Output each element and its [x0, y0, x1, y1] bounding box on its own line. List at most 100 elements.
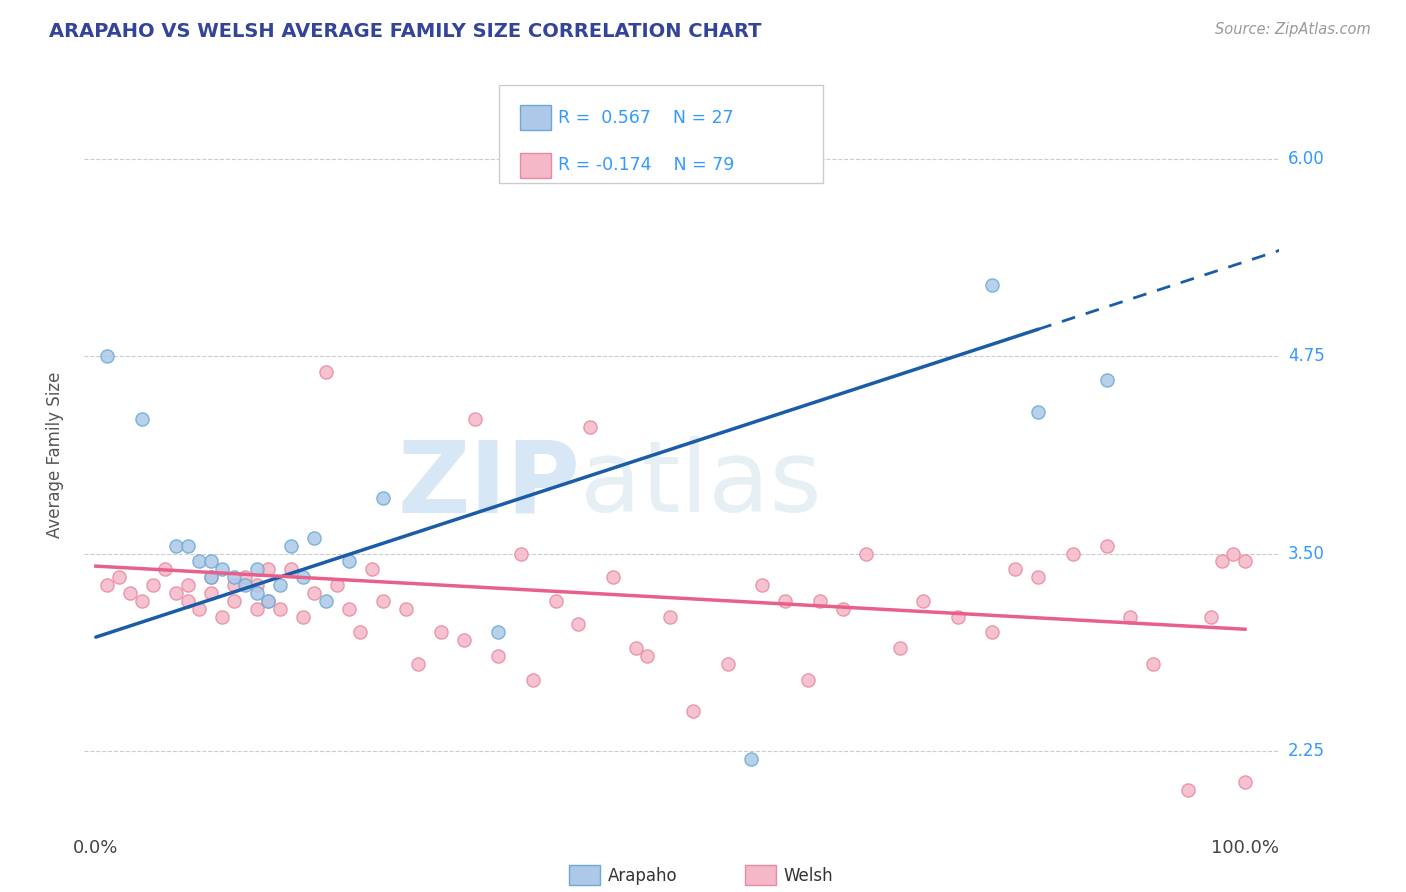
Point [1177, 783, 1199, 797]
Point [177, 539, 200, 553]
Point [912, 594, 935, 608]
Point [211, 609, 233, 624]
Point [1095, 539, 1118, 553]
Point [165, 539, 187, 553]
Point [510, 547, 533, 561]
Point [131, 594, 153, 608]
Point [257, 594, 280, 608]
Point [233, 578, 256, 592]
Point [188, 601, 211, 615]
Point [108, 570, 131, 584]
Point [315, 594, 337, 608]
Text: 4.75: 4.75 [1288, 347, 1324, 366]
Point [429, 625, 451, 640]
Point [889, 641, 911, 656]
Point [302, 531, 325, 545]
Point [246, 586, 269, 600]
Point [395, 601, 418, 615]
Point [246, 578, 269, 592]
Point [96, 349, 118, 363]
Point [200, 554, 222, 568]
Point [373, 594, 395, 608]
Point [453, 633, 475, 648]
Text: ZIP: ZIP [398, 436, 581, 533]
Point [1222, 547, 1244, 561]
Point [522, 673, 544, 687]
Point [797, 673, 820, 687]
Point [291, 609, 314, 624]
Point [1026, 404, 1049, 418]
Text: 6.00: 6.00 [1288, 150, 1324, 169]
Text: 2.25: 2.25 [1288, 741, 1324, 760]
Point [1004, 562, 1026, 576]
Point [131, 412, 153, 426]
Point [280, 539, 302, 553]
Point [222, 570, 245, 584]
Point [406, 657, 429, 671]
Point [96, 578, 118, 592]
Point [315, 365, 337, 379]
Point [659, 609, 682, 624]
Point [291, 570, 314, 584]
Point [946, 609, 969, 624]
Point [1233, 554, 1256, 568]
Point [177, 594, 200, 608]
Point [349, 625, 371, 640]
Point [280, 562, 302, 576]
Point [717, 657, 740, 671]
Point [682, 704, 704, 718]
Point [1095, 373, 1118, 387]
Point [257, 562, 280, 576]
Point [302, 586, 325, 600]
Y-axis label: Average Family Size: Average Family Size [45, 372, 63, 538]
Point [567, 617, 589, 632]
Point [269, 578, 291, 592]
Point [1026, 570, 1049, 584]
Point [579, 420, 602, 434]
Text: R = -0.174    N = 79: R = -0.174 N = 79 [558, 156, 734, 174]
Point [177, 578, 200, 592]
Point [257, 594, 280, 608]
Point [808, 594, 831, 608]
Point [246, 601, 269, 615]
Point [360, 562, 382, 576]
Point [1142, 657, 1164, 671]
Point [200, 586, 222, 600]
Point [1062, 547, 1084, 561]
Text: atlas: atlas [581, 436, 823, 533]
Point [1119, 609, 1142, 624]
Point [153, 562, 176, 576]
Point [981, 278, 1004, 293]
Point [855, 547, 877, 561]
Point [188, 554, 211, 568]
Point [200, 570, 222, 584]
Point [486, 625, 509, 640]
Text: R =  0.567    N = 27: R = 0.567 N = 27 [558, 109, 734, 127]
Point [464, 412, 486, 426]
Point [222, 578, 245, 592]
Point [211, 562, 233, 576]
Point [602, 570, 624, 584]
Point [142, 578, 165, 592]
Point [373, 491, 395, 506]
Point [981, 625, 1004, 640]
Point [246, 562, 269, 576]
Point [269, 601, 291, 615]
Point [165, 586, 187, 600]
Text: Source: ZipAtlas.com: Source: ZipAtlas.com [1215, 22, 1371, 37]
Point [1233, 775, 1256, 789]
Point [120, 586, 142, 600]
Point [1199, 609, 1222, 624]
Point [740, 751, 762, 765]
Text: Arapaho: Arapaho [607, 867, 678, 885]
Point [200, 570, 222, 584]
Point [624, 641, 647, 656]
Point [337, 554, 360, 568]
Point [831, 601, 853, 615]
Point [751, 578, 773, 592]
Point [636, 648, 658, 663]
Text: Welsh: Welsh [783, 867, 832, 885]
Point [337, 601, 360, 615]
Text: 3.50: 3.50 [1288, 544, 1324, 563]
Text: ARAPAHO VS WELSH AVERAGE FAMILY SIZE CORRELATION CHART: ARAPAHO VS WELSH AVERAGE FAMILY SIZE COR… [49, 22, 762, 41]
